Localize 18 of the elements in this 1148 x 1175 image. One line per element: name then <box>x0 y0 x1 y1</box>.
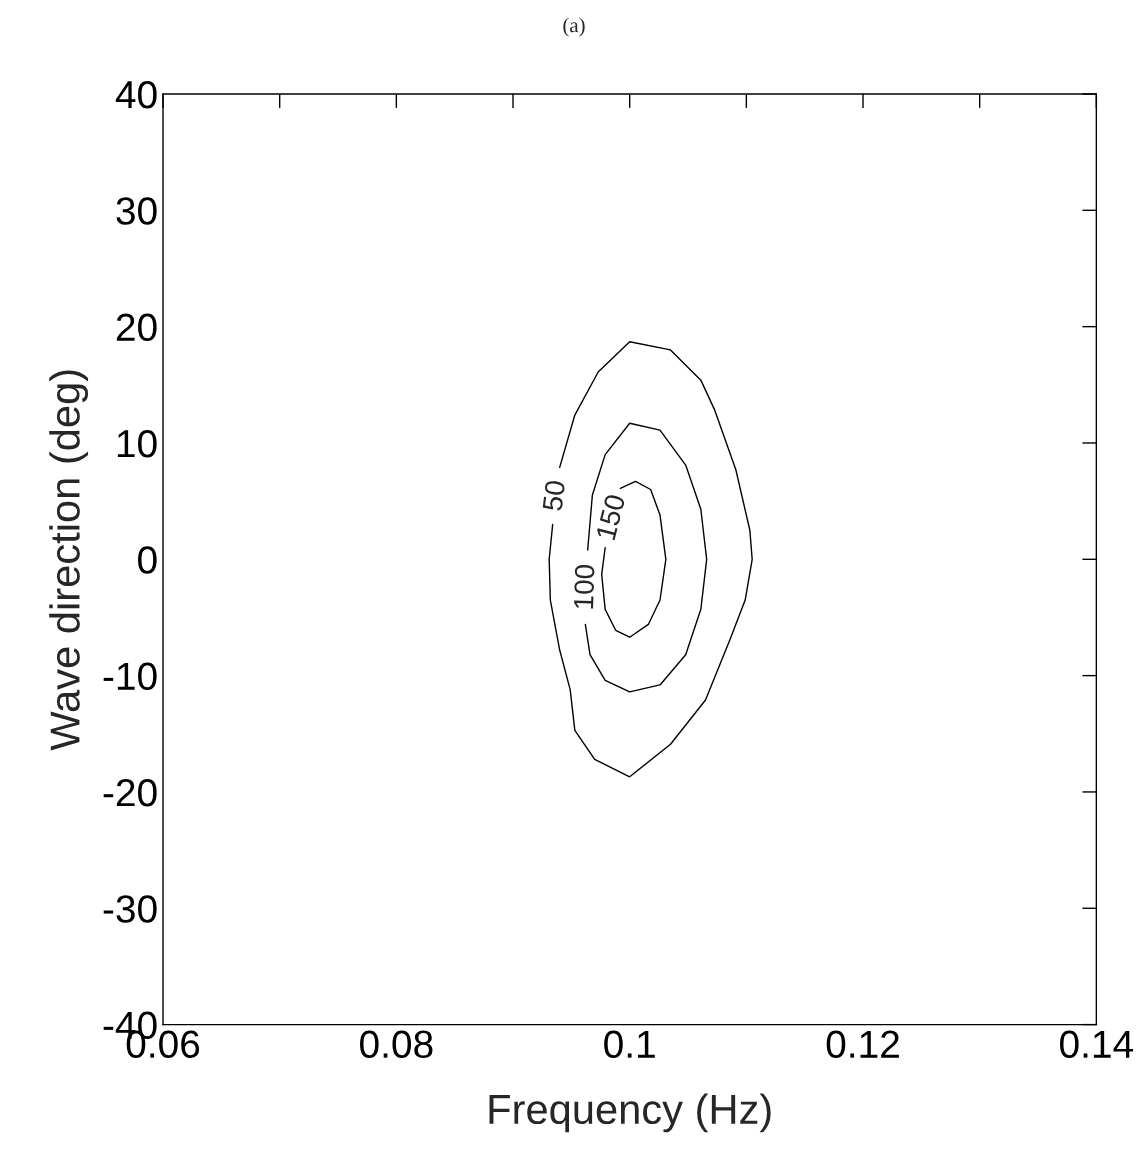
y-tick-label: -10 <box>103 662 157 691</box>
y-tick-label: -20 <box>103 778 157 807</box>
y-tick-label: -30 <box>103 895 157 923</box>
y-axis-title: Wave direction (deg) <box>49 370 89 751</box>
y-tick-label: 40 <box>115 80 157 109</box>
x-axis-title: Frequency (Hz) <box>489 1093 771 1133</box>
text: 50 <box>542 480 566 512</box>
x-tick-label: 0.12 <box>826 1030 899 1059</box>
y-tick-label: 30 <box>116 197 157 225</box>
text: 100 <box>573 564 595 609</box>
y-tick-label: 10 <box>117 429 157 458</box>
y-tick-label: 0 <box>138 546 157 574</box>
x-tick-label: 0.1 <box>604 1030 655 1059</box>
x-tick-label: 0.14 <box>1060 1030 1134 1059</box>
chart-title: (a) <box>563 17 585 37</box>
y-tick-label: 20 <box>116 313 157 342</box>
x-tick-label: 0.08 <box>360 1030 433 1059</box>
text: 150 <box>595 493 626 541</box>
